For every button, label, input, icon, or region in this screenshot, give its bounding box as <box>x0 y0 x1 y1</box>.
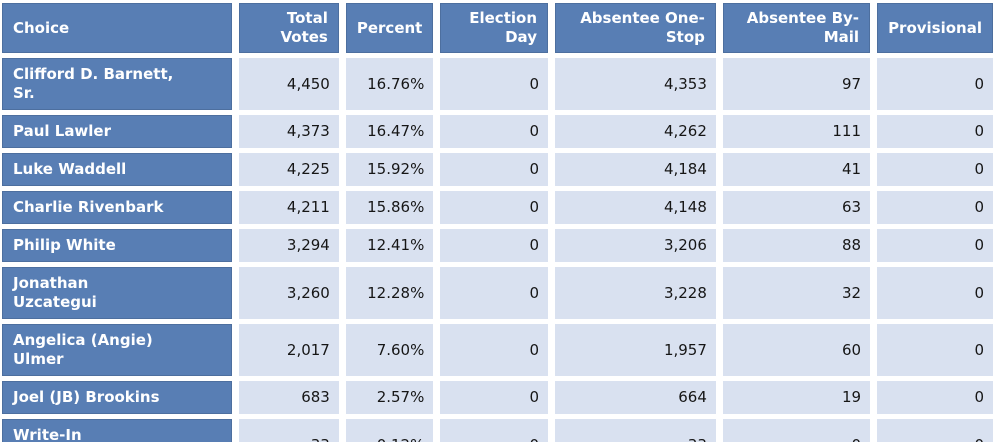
election-day-cell: 0 <box>440 115 548 148</box>
total-votes-cell: 683 <box>239 381 339 414</box>
percent-cell: 2.57% <box>345 381 434 414</box>
election-day-cell: 0 <box>440 267 548 319</box>
total-votes-cell: 3,294 <box>239 229 339 262</box>
absentee-by-mail-cell: 41 <box>722 153 871 186</box>
column-header-percent: Percent <box>345 3 434 53</box>
election-day-cell: 0 <box>440 229 548 262</box>
absentee-by-mail-cell: 63 <box>722 191 871 224</box>
candidate-name-cell: Jonathan Uzcategui <box>2 267 233 319</box>
provisional-cell: 0 <box>877 267 993 319</box>
percent-cell: 12.41% <box>345 229 434 262</box>
election-day-cell: 0 <box>440 58 548 110</box>
total-votes-cell: 4,373 <box>239 115 339 148</box>
candidate-name-cell: Paul Lawler <box>2 115 233 148</box>
candidate-row: Philip White 3,294 12.41% 0 3,206 88 0 <box>2 229 993 262</box>
column-header-choice: Choice <box>2 3 233 53</box>
absentee-one-stop-cell: 1,957 <box>555 324 716 376</box>
absentee-by-mail-cell: 0 <box>722 419 871 442</box>
absentee-one-stop-cell: 4,353 <box>555 58 716 110</box>
election-day-cell: 0 <box>440 191 548 224</box>
candidate-name-cell: Luke Waddell <box>2 153 233 186</box>
absentee-by-mail-cell: 111 <box>722 115 871 148</box>
provisional-cell: 0 <box>877 191 993 224</box>
total-votes-cell: 33 <box>239 419 339 442</box>
candidate-row: Angelica (Angie) Ulmer 2,017 7.60% 0 1,9… <box>2 324 993 376</box>
provisional-cell: 0 <box>877 324 993 376</box>
election-day-cell: 0 <box>440 324 548 376</box>
provisional-cell: 0 <box>877 419 993 442</box>
absentee-by-mail-cell: 60 <box>722 324 871 376</box>
percent-cell: 0.12% <box>345 419 434 442</box>
total-votes-cell: 4,450 <box>239 58 339 110</box>
percent-cell: 16.47% <box>345 115 434 148</box>
candidate-name-cell: Philip White <box>2 229 233 262</box>
column-header-absentee-one-stop: Absentee One-Stop <box>555 3 716 53</box>
candidate-row: Jonathan Uzcategui 3,260 12.28% 0 3,228 … <box>2 267 993 319</box>
absentee-one-stop-cell: 4,262 <box>555 115 716 148</box>
column-header-election-day: Election Day <box>440 3 548 53</box>
total-votes-cell: 3,260 <box>239 267 339 319</box>
candidate-name-cell: Joel (JB) Brookins <box>2 381 233 414</box>
percent-cell: 15.86% <box>345 191 434 224</box>
provisional-cell: 0 <box>877 381 993 414</box>
candidate-name-cell: Write-In (Miscellaneous) <box>2 419 233 442</box>
candidate-row: Paul Lawler 4,373 16.47% 0 4,262 111 0 <box>2 115 993 148</box>
absentee-by-mail-cell: 97 <box>722 58 871 110</box>
candidate-row: Clifford D. Barnett, Sr. 4,450 16.76% 0 … <box>2 58 993 110</box>
candidate-name-cell: Angelica (Angie) Ulmer <box>2 324 233 376</box>
candidate-row: Joel (JB) Brookins 683 2.57% 0 664 19 0 <box>2 381 993 414</box>
column-header-total-votes: Total Votes <box>239 3 339 53</box>
percent-cell: 7.60% <box>345 324 434 376</box>
absentee-by-mail-cell: 32 <box>722 267 871 319</box>
provisional-cell: 0 <box>877 58 993 110</box>
percent-cell: 12.28% <box>345 267 434 319</box>
provisional-cell: 0 <box>877 115 993 148</box>
absentee-one-stop-cell: 4,148 <box>555 191 716 224</box>
percent-cell: 16.76% <box>345 58 434 110</box>
election-day-cell: 0 <box>440 419 548 442</box>
absentee-one-stop-cell: 664 <box>555 381 716 414</box>
absentee-one-stop-cell: 3,206 <box>555 229 716 262</box>
candidate-name-cell: Clifford D. Barnett, Sr. <box>2 58 233 110</box>
absentee-one-stop-cell: 33 <box>555 419 716 442</box>
election-day-cell: 0 <box>440 153 548 186</box>
candidate-row: Charlie Rivenbark 4,211 15.86% 0 4,148 6… <box>2 191 993 224</box>
absentee-by-mail-cell: 88 <box>722 229 871 262</box>
candidate-row: Luke Waddell 4,225 15.92% 0 4,184 41 0 <box>2 153 993 186</box>
column-header-provisional: Provisional <box>877 3 993 53</box>
provisional-cell: 0 <box>877 153 993 186</box>
percent-cell: 15.92% <box>345 153 434 186</box>
header-row: Choice Total Votes Percent Election Day … <box>2 3 993 53</box>
total-votes-cell: 4,225 <box>239 153 339 186</box>
candidate-row: Write-In (Miscellaneous) 33 0.12% 0 33 0… <box>2 419 993 442</box>
provisional-cell: 0 <box>877 229 993 262</box>
election-day-cell: 0 <box>440 381 548 414</box>
candidate-name-cell: Charlie Rivenbark <box>2 191 233 224</box>
absentee-one-stop-cell: 3,228 <box>555 267 716 319</box>
total-votes-cell: 4,211 <box>239 191 339 224</box>
column-header-absentee-by-mail: Absentee By-Mail <box>722 3 871 53</box>
absentee-one-stop-cell: 4,184 <box>555 153 716 186</box>
absentee-by-mail-cell: 19 <box>722 381 871 414</box>
total-votes-cell: 2,017 <box>239 324 339 376</box>
